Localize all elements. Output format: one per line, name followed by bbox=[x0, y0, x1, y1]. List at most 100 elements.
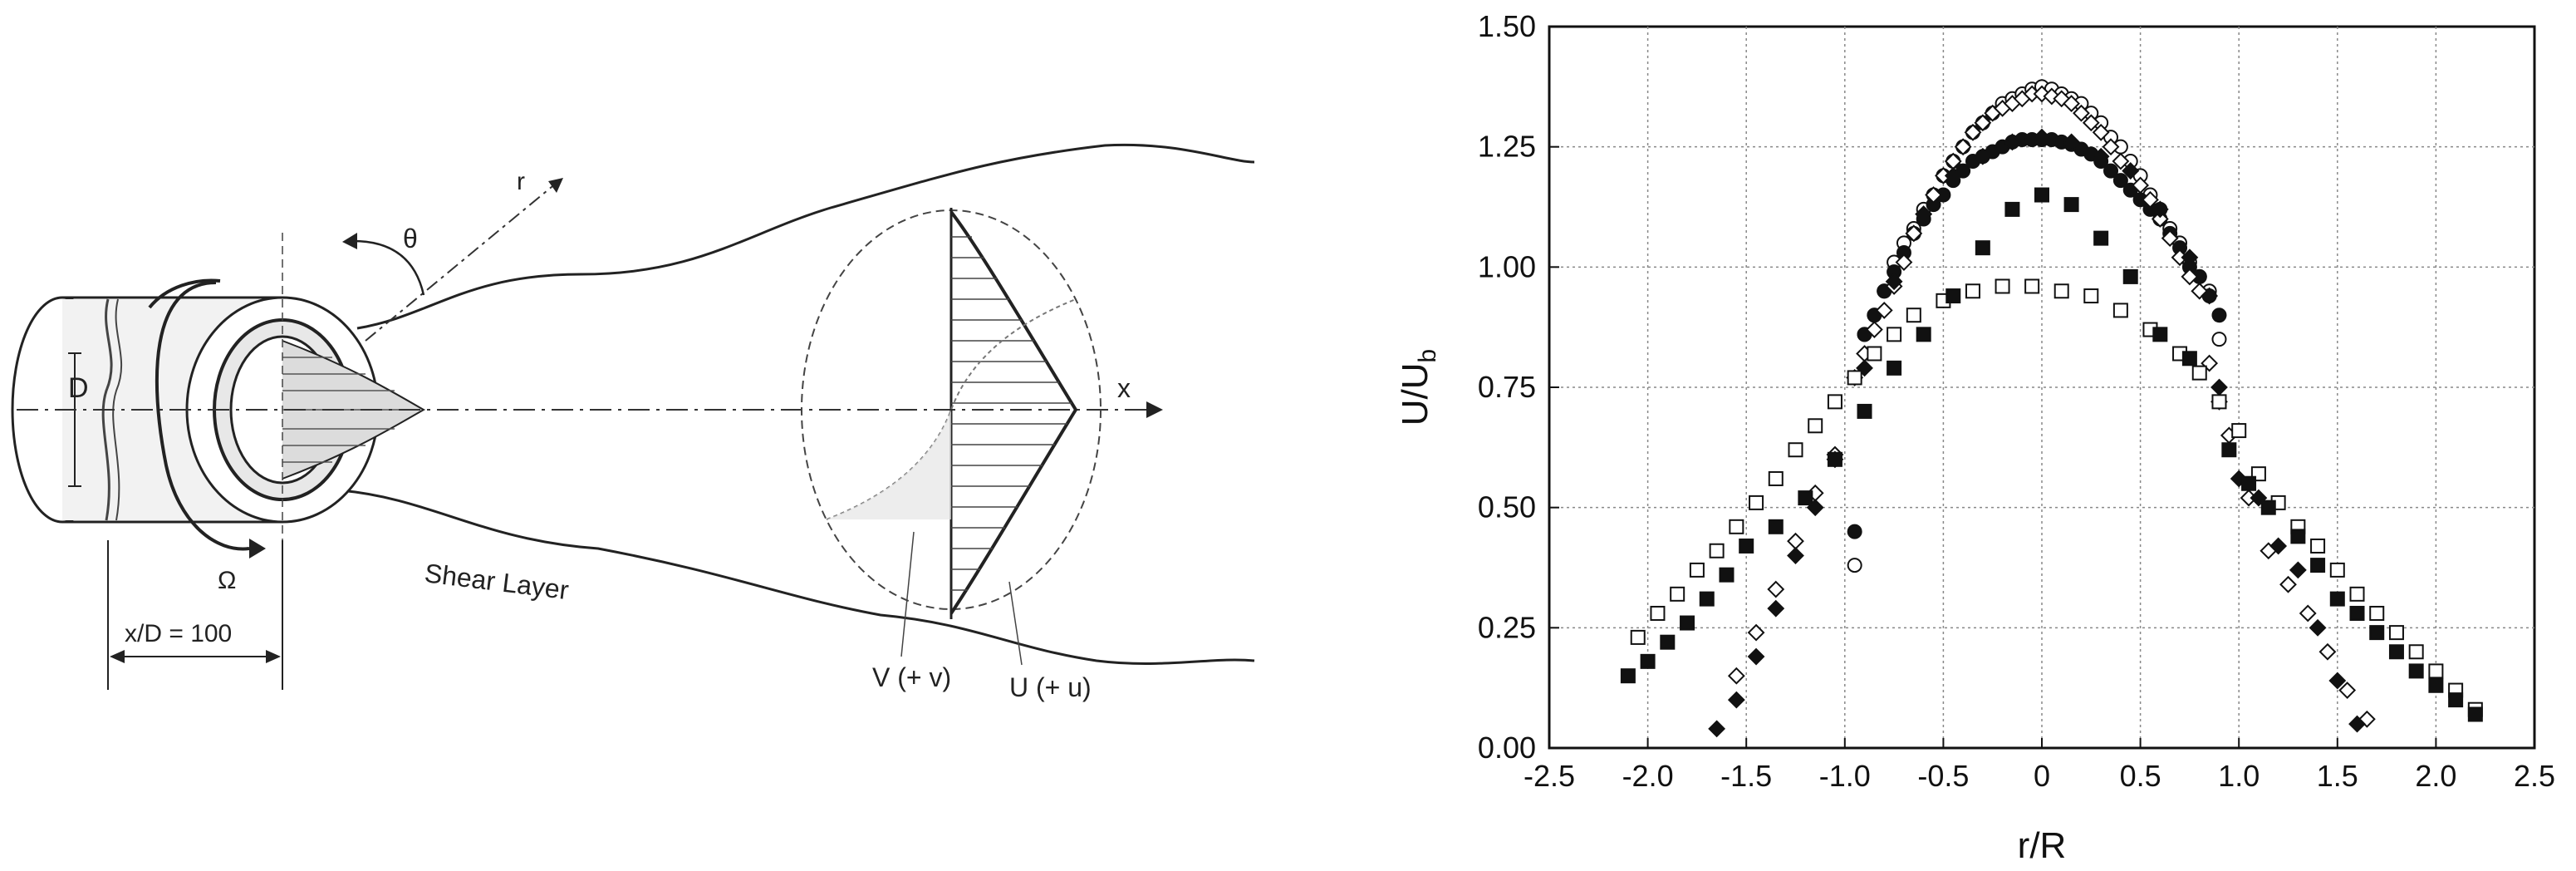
data-point-filled-diamond bbox=[2063, 133, 2080, 151]
data-point-filled-circle bbox=[2112, 173, 2128, 189]
data-point-filled-diamond bbox=[1727, 691, 1745, 709]
data-point-open-diamond bbox=[2318, 642, 2337, 661]
omega-label: Ω bbox=[218, 567, 236, 594]
series-filled-square bbox=[1620, 187, 2483, 722]
data-point-filled-diamond bbox=[2309, 618, 2327, 637]
outlet-velocity-profile bbox=[949, 210, 1078, 615]
data-point-filled-square bbox=[1640, 653, 1656, 669]
r-axis-arrowhead bbox=[548, 178, 563, 193]
x-tick-label: 1.0 bbox=[2218, 759, 2260, 793]
jet-schematic-diagram: D x r θ Ω x/D = 100 Shear Layer bbox=[11, 143, 1255, 702]
data-point-open-square bbox=[1788, 442, 1803, 458]
data-point-open-square bbox=[2369, 605, 2385, 621]
data-point-filled-diamond bbox=[1885, 273, 1903, 291]
data-point-open-diamond bbox=[1865, 321, 1883, 338]
theta-arrowhead bbox=[342, 233, 357, 249]
data-point-open-diamond bbox=[2161, 229, 2179, 248]
data-point-filled-square bbox=[2408, 663, 2424, 679]
pipe-break-mark bbox=[101, 298, 113, 521]
rotation-arrow bbox=[155, 281, 250, 551]
x-tick-label: 2.0 bbox=[2415, 759, 2456, 793]
x-tick-label: -2.0 bbox=[1622, 759, 1674, 793]
data-point-open-diamond bbox=[1747, 623, 1765, 642]
data-point-open-square bbox=[1906, 308, 1921, 323]
data-point-open-diamond bbox=[2092, 123, 2110, 141]
data-point-open-diamond bbox=[2102, 138, 2120, 156]
data-point-open-diamond bbox=[1727, 667, 1745, 685]
distance-dimension bbox=[107, 540, 283, 690]
data-point-filled-square bbox=[2260, 499, 2276, 515]
theta-label: θ bbox=[403, 224, 418, 253]
data-point-filled-square bbox=[2467, 706, 2483, 722]
u-label: U (+ u) bbox=[1009, 672, 1092, 702]
y-tick-label: 0.25 bbox=[1478, 610, 1536, 644]
data-point-filled-diamond bbox=[2201, 287, 2219, 305]
x-tick-label: -0.5 bbox=[1917, 759, 1969, 793]
rotation-arrow-top bbox=[148, 278, 221, 309]
x-tick-label: 0 bbox=[2034, 759, 2050, 793]
data-point-filled-square bbox=[1739, 538, 1754, 554]
data-point-filled-diamond bbox=[1915, 205, 1933, 224]
x-axis-label: x bbox=[1117, 373, 1131, 403]
data-point-filled-diamond bbox=[1708, 720, 1726, 738]
x-tick-labels: -2.5 -2.0 -1.5 -1.0 -0.5 0 0.5 1.0 1.5 2.0 2.5 bbox=[1524, 759, 2555, 793]
y-tick-label: 1.50 bbox=[1478, 9, 1536, 43]
distance-arrow-right bbox=[266, 650, 281, 663]
data-point-open-square bbox=[2083, 288, 2099, 304]
x-axis-title: r/R bbox=[2018, 825, 2067, 866]
outlet-profile-hatching bbox=[951, 236, 1072, 591]
y-tick-labels: 0.00 0.25 0.50 0.75 1.00 1.25 1.50 bbox=[1478, 9, 1536, 765]
data-point-filled-diamond bbox=[2269, 537, 2288, 555]
data-point-filled-square bbox=[2428, 677, 2444, 693]
data-point-open-square bbox=[2329, 562, 2345, 578]
x-tick-label: 0.5 bbox=[2120, 759, 2161, 793]
y-tick-label: 1.25 bbox=[1478, 130, 1536, 164]
x-axis-arrowhead bbox=[1146, 401, 1163, 418]
data-point-open-diamond bbox=[1905, 224, 1923, 243]
r-axis bbox=[365, 182, 557, 342]
data-point-open-square bbox=[1749, 495, 1764, 510]
data-point-filled-square bbox=[2122, 268, 2138, 284]
axis-ticks bbox=[1548, 26, 2535, 749]
data-point-open-diamond bbox=[1954, 138, 1972, 156]
data-point-filled-square bbox=[1827, 451, 1842, 467]
data-point-filled-diamond bbox=[2348, 715, 2366, 733]
data-point-open-diamond bbox=[1895, 253, 1913, 271]
data-point-open-diamond bbox=[2151, 210, 2169, 228]
y-axis-title: U/Ub bbox=[1395, 349, 1441, 426]
x-tick-label: 2.5 bbox=[2514, 759, 2555, 793]
data-point-filled-diamond bbox=[2181, 249, 2199, 267]
data-point-filled-square bbox=[2181, 351, 2197, 367]
data-point-filled-square bbox=[2241, 475, 2257, 491]
data-point-filled-diamond bbox=[1974, 147, 1992, 165]
data-point-filled-diamond bbox=[1747, 647, 1765, 666]
data-point-filled-diamond bbox=[2033, 128, 2051, 146]
data-point-filled-circle bbox=[1847, 524, 1862, 539]
data-point-open-square bbox=[2310, 538, 2326, 554]
data-point-filled-circle bbox=[2103, 163, 2119, 179]
diameter-label: D bbox=[68, 372, 89, 404]
data-point-filled-diamond bbox=[1767, 599, 1785, 618]
data-point-open-square bbox=[1729, 519, 1744, 534]
y-axis-title-subscript: b bbox=[1414, 349, 1441, 363]
y-tick-label: 0.00 bbox=[1478, 731, 1536, 765]
data-point-open-diamond bbox=[2142, 190, 2159, 209]
data-point-open-diamond bbox=[1925, 186, 1942, 204]
data-point-open-square bbox=[1689, 562, 1705, 578]
r-label: r bbox=[517, 168, 525, 195]
data-point-filled-square bbox=[1660, 634, 1676, 650]
data-point-open-diamond bbox=[1964, 123, 1982, 141]
data-point-filled-square bbox=[1699, 591, 1715, 607]
u-leader-line bbox=[1008, 581, 1023, 666]
data-point-open-square bbox=[2211, 394, 2227, 410]
data-point-filled-diamond bbox=[2289, 561, 2307, 579]
v-leader-line bbox=[900, 531, 915, 657]
data-point-open-diamond bbox=[1974, 114, 1992, 132]
diameter-dimension bbox=[68, 352, 81, 487]
data-point-filled-square bbox=[2152, 327, 2168, 342]
data-point-open-square bbox=[1965, 283, 1980, 299]
data-point-open-square bbox=[1827, 394, 1842, 410]
distance-arrow-left bbox=[110, 650, 125, 663]
data-point-open-diamond bbox=[2063, 95, 2080, 113]
data-point-open-square bbox=[1768, 470, 1784, 486]
